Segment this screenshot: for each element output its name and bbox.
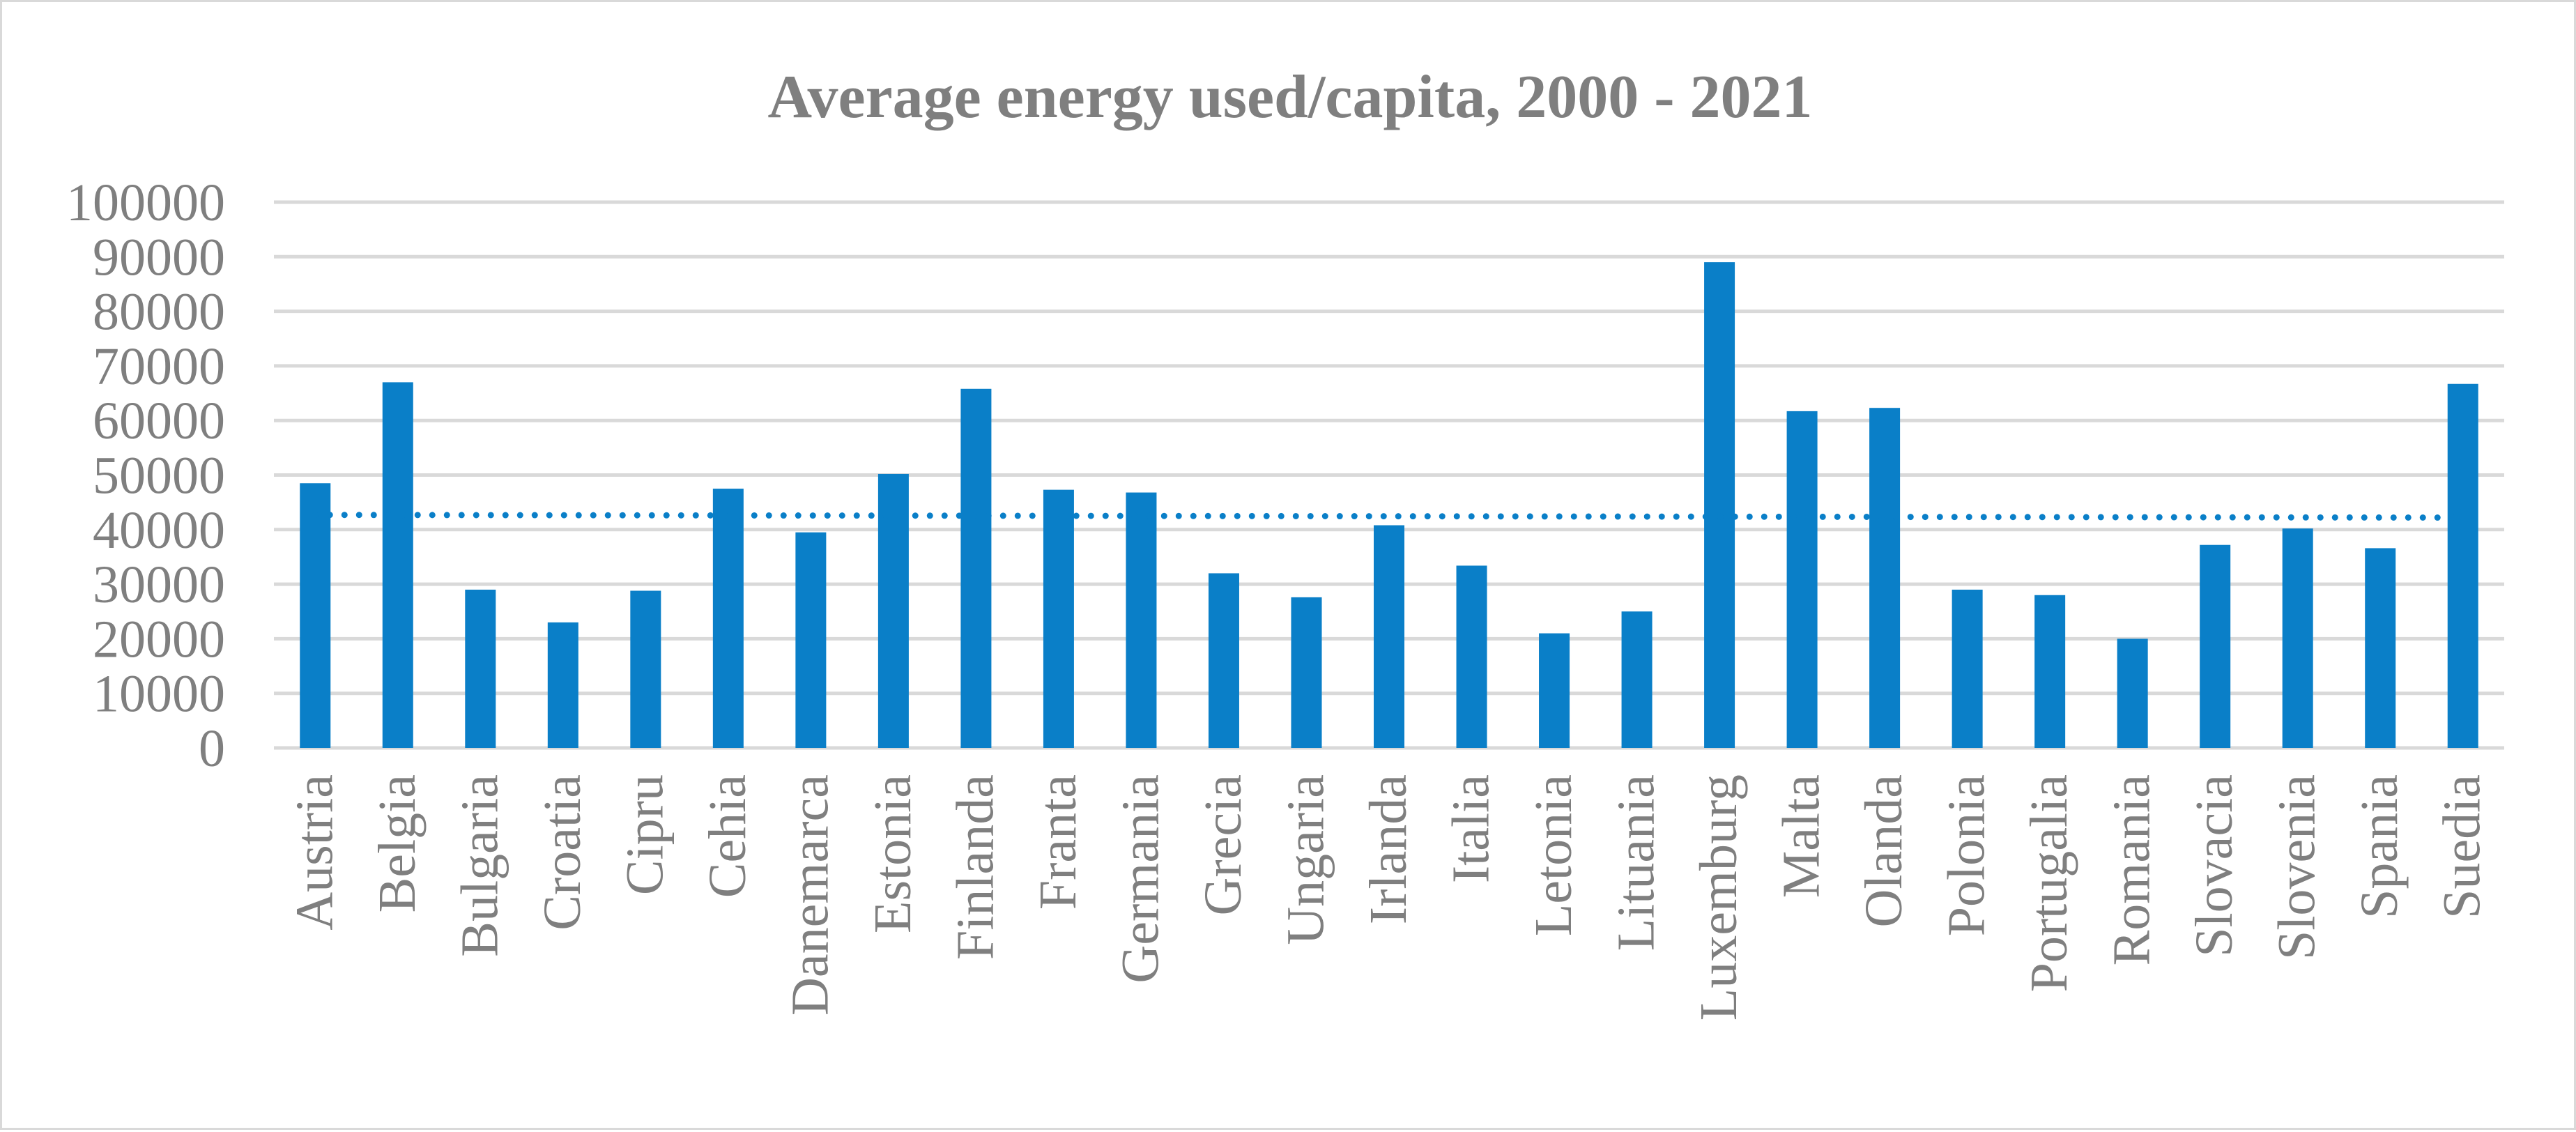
x-tick-label: Spania [2350,774,2409,919]
bar-estonia [877,473,909,748]
x-tick-label: Olanda [1855,774,1913,927]
bar-olanda [1869,408,1901,748]
bar-danemarca [795,532,827,748]
x-tick-label: Irlanda [1359,774,1418,924]
x-tick-label: Malta [1772,774,1831,898]
x-tick-label: Germania [1111,774,1170,984]
bar-slovenia [2282,528,2313,748]
bar-grecia [1208,573,1239,748]
x-tick-label: Italia [1442,774,1501,883]
bar-bulgaria [465,589,496,748]
x-axis-tick-labels: Austria Belgia Bulgaria Croatia Cipru Cehia Da… [285,774,2491,1020]
y-tick-label: 80000 [93,283,225,342]
y-tick-label: 70000 [93,337,225,396]
x-tick-label: Austria [285,774,344,931]
bar-suedia [2447,383,2478,748]
x-tick-label: Croatia [533,774,592,931]
bar-croatia [547,622,578,748]
y-tick-label: 10000 [93,665,225,724]
bar-ungaria [1291,597,1322,748]
x-tick-label: Finlanda [946,774,1004,960]
x-tick-label: Romania [2103,774,2161,965]
bar-irlanda [1374,525,1404,748]
x-tick-label: Grecia [1194,774,1252,916]
bar-series [300,262,2478,748]
x-tick-label: Cipru [615,774,674,895]
y-tick-label: 100000 [66,174,225,232]
x-tick-label: Luxemburg [1689,774,1748,1020]
y-tick-label: 60000 [93,392,225,450]
x-tick-label: Danemarca [781,774,839,1016]
bar-polonia [1952,589,1983,748]
bar-finlanda [960,388,992,748]
x-tick-label: Slovacia [2185,774,2244,957]
y-tick-label: 30000 [93,556,225,614]
x-tick-label: Letonia [1524,774,1583,936]
bar-italia [1456,565,1487,748]
x-tick-label: Suedia [2433,774,2492,919]
y-tick-label: 50000 [93,447,225,505]
bar-germania [1126,492,1157,748]
x-tick-label: Cehia [698,774,757,898]
bar-letonia [1539,633,1570,748]
trendline-line [312,512,2467,521]
x-tick-label: Lituania [1607,774,1666,951]
x-tick-label: Ungaria [1276,774,1335,945]
bar-luxemburg [1704,262,1735,748]
x-tick-label: Belgia [368,774,427,912]
bar-portugalia [2034,595,2066,748]
bar-cipru [630,590,661,748]
x-tick-label: Bulgaria [450,774,509,957]
y-tick-label: 90000 [93,228,225,286]
x-tick-label: Franta [1029,774,1087,910]
y-tick-label: 20000 [93,610,225,668]
y-tick-label: 0 [199,719,225,778]
bar-belgia [382,382,413,748]
x-tick-label: Portugalia [2020,774,2078,992]
bar-cehia [712,489,744,748]
bar-spania [2365,548,2396,748]
bar-romania [2117,638,2148,748]
trendline [312,512,2467,521]
x-tick-label: Polonia [1938,774,1996,936]
chart-title: Average energy used/capita, 2000 - 2021 [767,63,1812,131]
bar-franta [1043,489,1074,748]
bar-malta [1786,411,1818,748]
x-tick-label: Estonia [864,774,922,933]
bar-slovacia [2200,544,2231,748]
y-tick-label: 40000 [93,501,225,560]
bar-lituania [1621,611,1653,748]
bar-austria [300,483,331,748]
y-axis-tick-labels: 0100002000030000400005000060000700008000… [66,174,225,778]
x-tick-label: Slovenia [2268,774,2326,960]
